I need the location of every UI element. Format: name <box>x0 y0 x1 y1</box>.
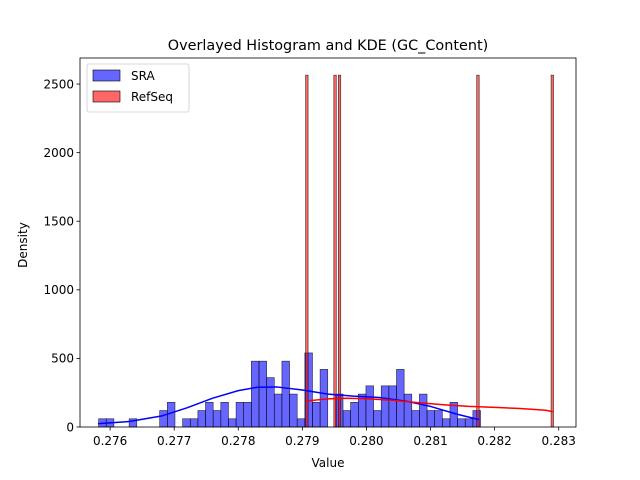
sra-bar <box>403 393 413 428</box>
kde-lines <box>97 386 554 425</box>
chart-title: Overlayed Histogram and KDE (GC_Content) <box>168 38 488 54</box>
sra-bar <box>350 402 359 428</box>
axes-frame <box>79 57 577 428</box>
sra-bar <box>212 410 222 428</box>
sra-bar <box>281 360 290 428</box>
x-axis-label: Value <box>312 456 345 470</box>
sra-bar <box>289 393 298 428</box>
refseq-bar <box>305 74 309 428</box>
y-tick-label: 0 <box>66 420 74 434</box>
sra-bar <box>457 418 466 428</box>
x-tick-label: 0.279 <box>285 434 319 448</box>
sra-bar <box>464 418 474 428</box>
sra-bar <box>167 402 176 428</box>
x-tick-label: 0.280 <box>349 434 383 448</box>
refseq-bar <box>550 74 554 428</box>
sra-bar <box>258 360 267 428</box>
legend: SRA RefSeq <box>86 63 190 113</box>
sra-bar <box>365 385 374 428</box>
refseq-kde-line <box>306 397 554 413</box>
sra-bar <box>434 410 443 428</box>
sra-bar <box>426 410 435 428</box>
sra-kde-line <box>97 386 480 425</box>
y-tick-label: 1500 <box>43 215 74 229</box>
legend-label: RefSeq <box>131 90 173 104</box>
refseq-bar <box>337 74 342 428</box>
refseq-bar <box>333 74 337 428</box>
sra-bar <box>251 360 260 428</box>
x-tick-label: 0.283 <box>542 434 576 448</box>
legend-swatch <box>92 90 121 103</box>
x-tick-label: 0.278 <box>221 434 255 448</box>
plot-area <box>98 74 554 428</box>
legend-swatch <box>92 69 121 82</box>
sra-bar <box>411 410 420 428</box>
sra-bar <box>419 393 428 428</box>
x-tick-label: 0.282 <box>477 434 511 448</box>
axes: 0.276 0.277 0.278 0.279 0.280 0.281 0.282 0.283… <box>43 57 577 448</box>
sra-bar <box>380 385 390 428</box>
x-tick-label: 0.281 <box>413 434 447 448</box>
sra-bar <box>312 402 321 428</box>
sra-bar <box>373 410 382 428</box>
sra-bar <box>273 393 283 428</box>
y-tick-label: 2000 <box>43 146 74 160</box>
sra-bar <box>197 410 206 428</box>
sra-bar <box>220 402 229 428</box>
sra-bar <box>243 402 252 428</box>
sra-bar <box>388 385 397 428</box>
sra-bar <box>319 369 329 428</box>
x-tick-label: 0.276 <box>93 434 127 448</box>
y-axis-label: Density <box>16 222 30 268</box>
sra-bar <box>266 377 275 428</box>
sra-bar <box>189 418 199 428</box>
sra-bar <box>205 402 214 428</box>
sra-bar <box>182 418 191 428</box>
sra-bar <box>396 369 405 428</box>
sra-bar <box>342 410 351 428</box>
sra-bar <box>159 410 168 428</box>
sra-bar <box>228 418 237 428</box>
sra-bar <box>296 418 306 428</box>
y-tick-label: 2500 <box>43 77 74 91</box>
y-tick-label: 500 <box>51 352 74 366</box>
refseq-bar <box>476 74 480 428</box>
legend-label: SRA <box>131 69 155 83</box>
sra-bar <box>235 402 245 428</box>
y-tick-label: 1000 <box>43 283 74 297</box>
sra-bar <box>442 418 451 428</box>
x-tick-label: 0.277 <box>157 434 191 448</box>
